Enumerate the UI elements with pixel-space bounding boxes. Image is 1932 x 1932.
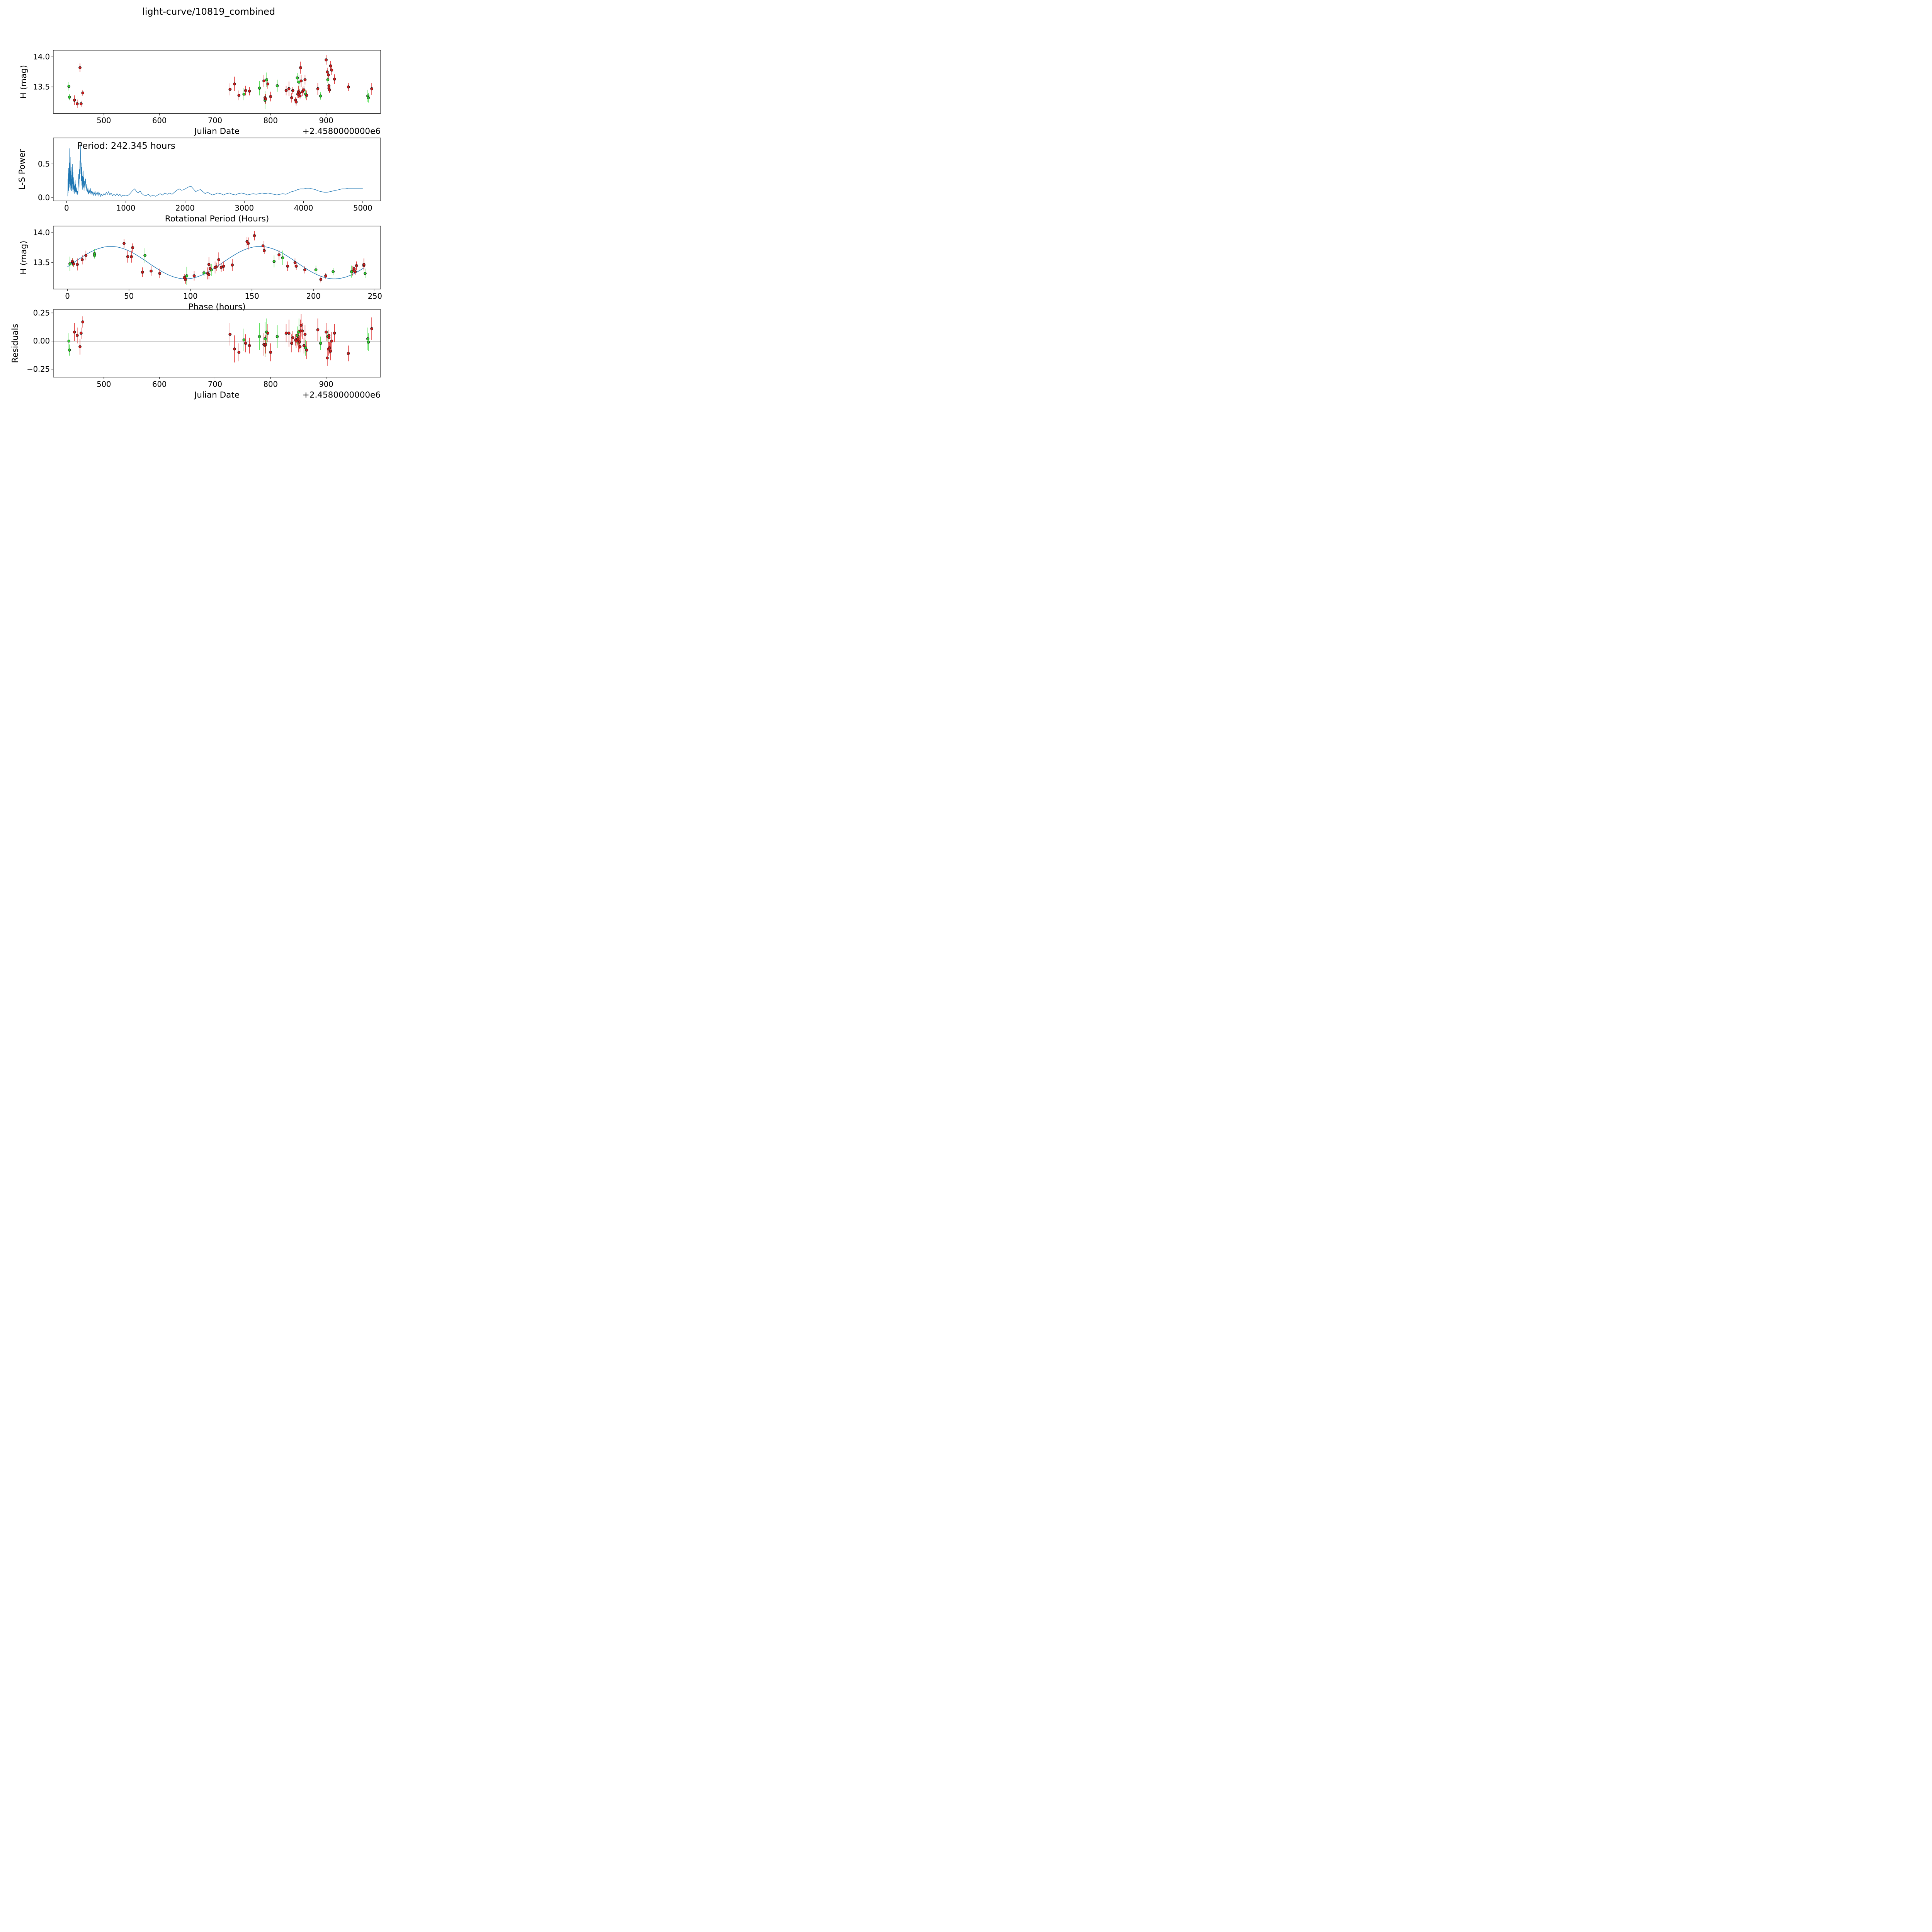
phased-errorbars: [70, 231, 366, 285]
periodogram-xtick-label: 3000: [235, 204, 254, 213]
residuals-xtick-label: 900: [319, 380, 333, 389]
periodogram-ytick-label: 0.0: [38, 193, 50, 202]
residuals-xtick-label: 800: [264, 380, 278, 389]
periodogram-ytick-label: 0.5: [38, 160, 50, 168]
lightcurve-markers: [67, 58, 373, 105]
lightcurve-xtick-label: 900: [319, 116, 333, 125]
residuals-markers: [67, 320, 373, 360]
lightcurve-xtick-label: 800: [264, 116, 278, 125]
lightcurve-errorbars: [68, 55, 372, 109]
phased-axes-box: [53, 226, 381, 289]
phased-ytick-label: 14.0: [33, 228, 50, 237]
lightcurve-x-offset-label: +2.4580000000e6: [303, 127, 381, 136]
periodogram-power-line: [67, 144, 363, 197]
phased-panel: 0 50 100 150 200 250 13.5 14.0 Phase (hours) H (m…: [19, 226, 382, 312]
periodogram-panel: 0 1000 2000 3000 4000 5000 0.0 0.5 Rotational Pe…: [17, 138, 381, 224]
residuals-xtick-label: 600: [152, 380, 167, 389]
phased-fit-curve: [67, 246, 364, 279]
lightcurve-axes-box: [53, 50, 381, 114]
residuals-xlabel: Julian Date: [194, 390, 240, 400]
residuals-ylabel: Residuals: [10, 324, 20, 363]
phased-xtick-label: 250: [368, 292, 382, 301]
residuals-panel: 500 600 700 800 900 −0.25 0.00 0.25 Julian Date +…: [10, 308, 381, 400]
lightcurve-xlabel: Julian Date: [194, 127, 240, 136]
phased-xtick-label: 50: [124, 292, 134, 301]
periodogram-xtick-label: 5000: [353, 204, 372, 213]
residuals-ytick-label: −0.25: [27, 365, 50, 374]
residuals-axes-box: [53, 309, 381, 378]
phased-xlabel: Phase (hours): [188, 302, 245, 312]
lightcurve-xtick-label: 600: [152, 116, 167, 125]
residuals-xtick-label: 700: [208, 380, 222, 389]
lightcurve-xtick-label: 500: [97, 116, 111, 125]
periodogram-xlabel: Rotational Period (Hours): [165, 214, 269, 224]
periodogram-period-annotation: Period: 242.345 hours: [77, 141, 175, 151]
periodogram-ylabel: L-S Power: [17, 149, 27, 190]
figure-title: light-curve/10819_combined: [142, 6, 275, 17]
lightcurve-ylabel: H (mag): [19, 65, 29, 99]
lightcurve-panel: 500 600 700 800 900 13.5 14.0 Julian Date +2.458…: [19, 50, 381, 136]
residuals-ytick-label: 0.25: [33, 308, 50, 317]
residuals-xtick-label: 500: [97, 380, 111, 389]
phased-xtick-label: 0: [65, 292, 70, 301]
periodogram-axes-box: [53, 138, 381, 201]
phased-ytick-label: 13.5: [33, 258, 50, 267]
phased-markers: [68, 234, 367, 281]
periodogram-xtick-label: 0: [64, 204, 69, 213]
periodogram-xtick-label: 4000: [294, 204, 313, 213]
lightcurve-xtick-label: 700: [208, 116, 222, 125]
phased-xtick-label: 100: [183, 292, 197, 301]
phased-xtick-label: 150: [245, 292, 259, 301]
residuals-ytick-label: 0.00: [33, 337, 50, 345]
lightcurve-ytick-label: 13.5: [33, 82, 50, 91]
phased-ylabel: H (mag): [19, 241, 29, 275]
periodogram-xtick-label: 1000: [116, 204, 136, 213]
matplotlib-figure: light-curve/10819_combined 500 600 700 800 9…: [0, 0, 417, 417]
periodogram-xtick-label: 2000: [175, 204, 195, 213]
lightcurve-ytick-label: 14.0: [33, 53, 50, 61]
residuals-x-offset-label: +2.4580000000e6: [303, 390, 381, 400]
phased-xtick-label: 200: [306, 292, 321, 301]
